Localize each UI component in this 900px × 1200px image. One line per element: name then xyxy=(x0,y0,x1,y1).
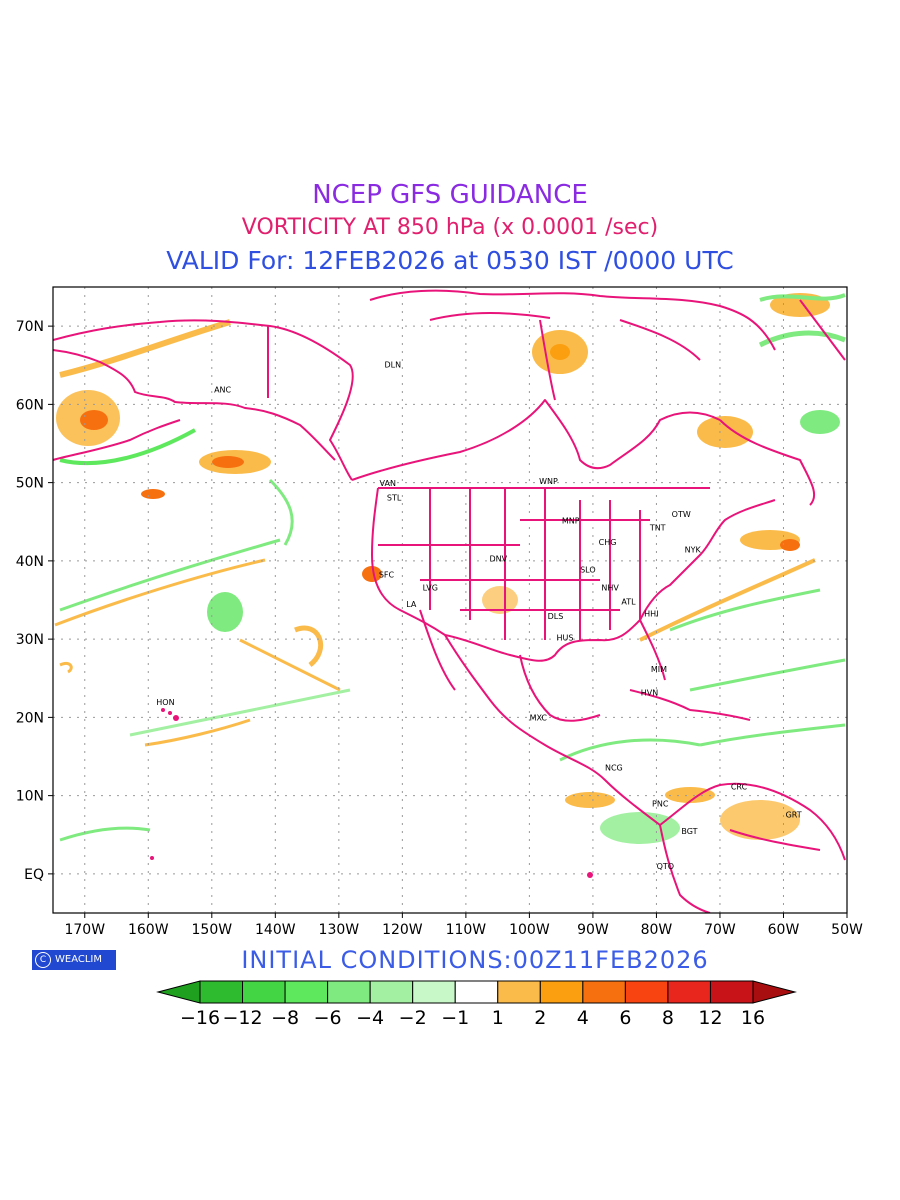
logo-label: WEACLIM xyxy=(55,954,103,965)
vorticity-field xyxy=(54,293,846,844)
y-tick-label: 10N xyxy=(16,789,44,805)
copyright-icon: C xyxy=(35,952,51,968)
map-grid xyxy=(53,287,847,913)
y-tick-label: 60N xyxy=(16,397,44,413)
coastlines xyxy=(53,289,846,913)
y-tick-label: 30N xyxy=(16,632,44,648)
city-label-atl: ATL xyxy=(621,598,636,607)
city-label-chg: CHG xyxy=(599,538,617,547)
city-label-crc: CRC xyxy=(731,782,748,791)
city-label-la: LA xyxy=(406,600,417,609)
y-tick-label: 50N xyxy=(16,476,44,492)
city-label-mxc: MXC xyxy=(530,714,548,723)
city-label-grt: GRT xyxy=(786,811,802,820)
x-tick-label: 170W xyxy=(64,922,105,938)
map-frame xyxy=(52,286,848,914)
chart-subtitle-variable: VORTICITY AT 850 hPa (x 0.0001 /sec) xyxy=(241,215,659,240)
city-label-dls: DLS xyxy=(548,612,564,621)
map-axes: 170W 160W 150W 140W 130W 120W 110W 100W 90W 80W 70… xyxy=(16,319,863,938)
city-label-otw: OTW xyxy=(672,510,691,519)
city-label-hon: HON xyxy=(156,698,174,707)
city-label-sfc: SFC xyxy=(379,570,395,579)
x-tick-label: 50W xyxy=(831,922,863,938)
city-label-mim: MIM xyxy=(651,665,667,674)
y-tick-label: EQ xyxy=(24,867,44,883)
city-labels: DLN ANC VAN STL WNP MNP OTW TNT CHG NYK SFC DNV SLO L… xyxy=(156,361,802,872)
chart-title: NCEP GFS GUIDANCE xyxy=(312,180,588,210)
city-label-qto: QTO xyxy=(657,862,674,871)
x-tick-label: 150W xyxy=(192,922,233,938)
island-markers xyxy=(150,708,593,878)
city-label-tnt: TNT xyxy=(649,523,666,532)
initial-conditions: INITIAL CONDITIONS:00Z11FEB2026 xyxy=(241,946,709,974)
x-tick-label: 130W xyxy=(319,922,360,938)
city-label-anc: ANC xyxy=(214,386,231,395)
city-label-hhi: HHI xyxy=(644,609,658,618)
city-label-stl: STL xyxy=(387,494,402,503)
city-label-hvn: HVN xyxy=(641,688,658,697)
city-label-lvg: LVG xyxy=(423,584,438,593)
x-tick-label: 80W xyxy=(641,922,673,938)
city-label-nyk: NYK xyxy=(685,545,702,554)
weaclim-logo: C WEACLIM xyxy=(32,950,116,970)
city-label-pnc: PNC xyxy=(652,800,669,809)
city-label-slo: SLO xyxy=(580,566,596,575)
x-tick-label: 110W xyxy=(446,922,487,938)
x-tick-label: 100W xyxy=(509,922,550,938)
city-label-ncg: NCG xyxy=(605,764,623,773)
city-label-wnp: WNP xyxy=(539,477,558,486)
city-label-dnv: DNV xyxy=(489,555,507,564)
city-label-van: VAN xyxy=(380,479,396,488)
x-tick-label: 120W xyxy=(382,922,423,938)
y-tick-label: 70N xyxy=(16,319,44,335)
city-label-dln: DLN xyxy=(385,361,402,370)
y-tick-label: 20N xyxy=(16,710,44,726)
city-label-nhv: NHV xyxy=(601,584,619,593)
chart-subtitle-valid-time: VALID For: 12FEB2026 at 0530 IST /0000 U… xyxy=(166,246,734,275)
city-label-hus: HUS xyxy=(556,634,573,643)
x-tick-label: 60W xyxy=(768,922,800,938)
x-tick-label: 140W xyxy=(255,922,296,938)
city-label-mnp: MNP xyxy=(562,516,580,525)
y-tick-label: 40N xyxy=(16,554,44,570)
x-tick-label: 70W xyxy=(704,922,736,938)
x-tick-label: 160W xyxy=(128,922,169,938)
city-label-bgt: BGT xyxy=(681,827,697,836)
x-tick-label: 90W xyxy=(577,922,609,938)
